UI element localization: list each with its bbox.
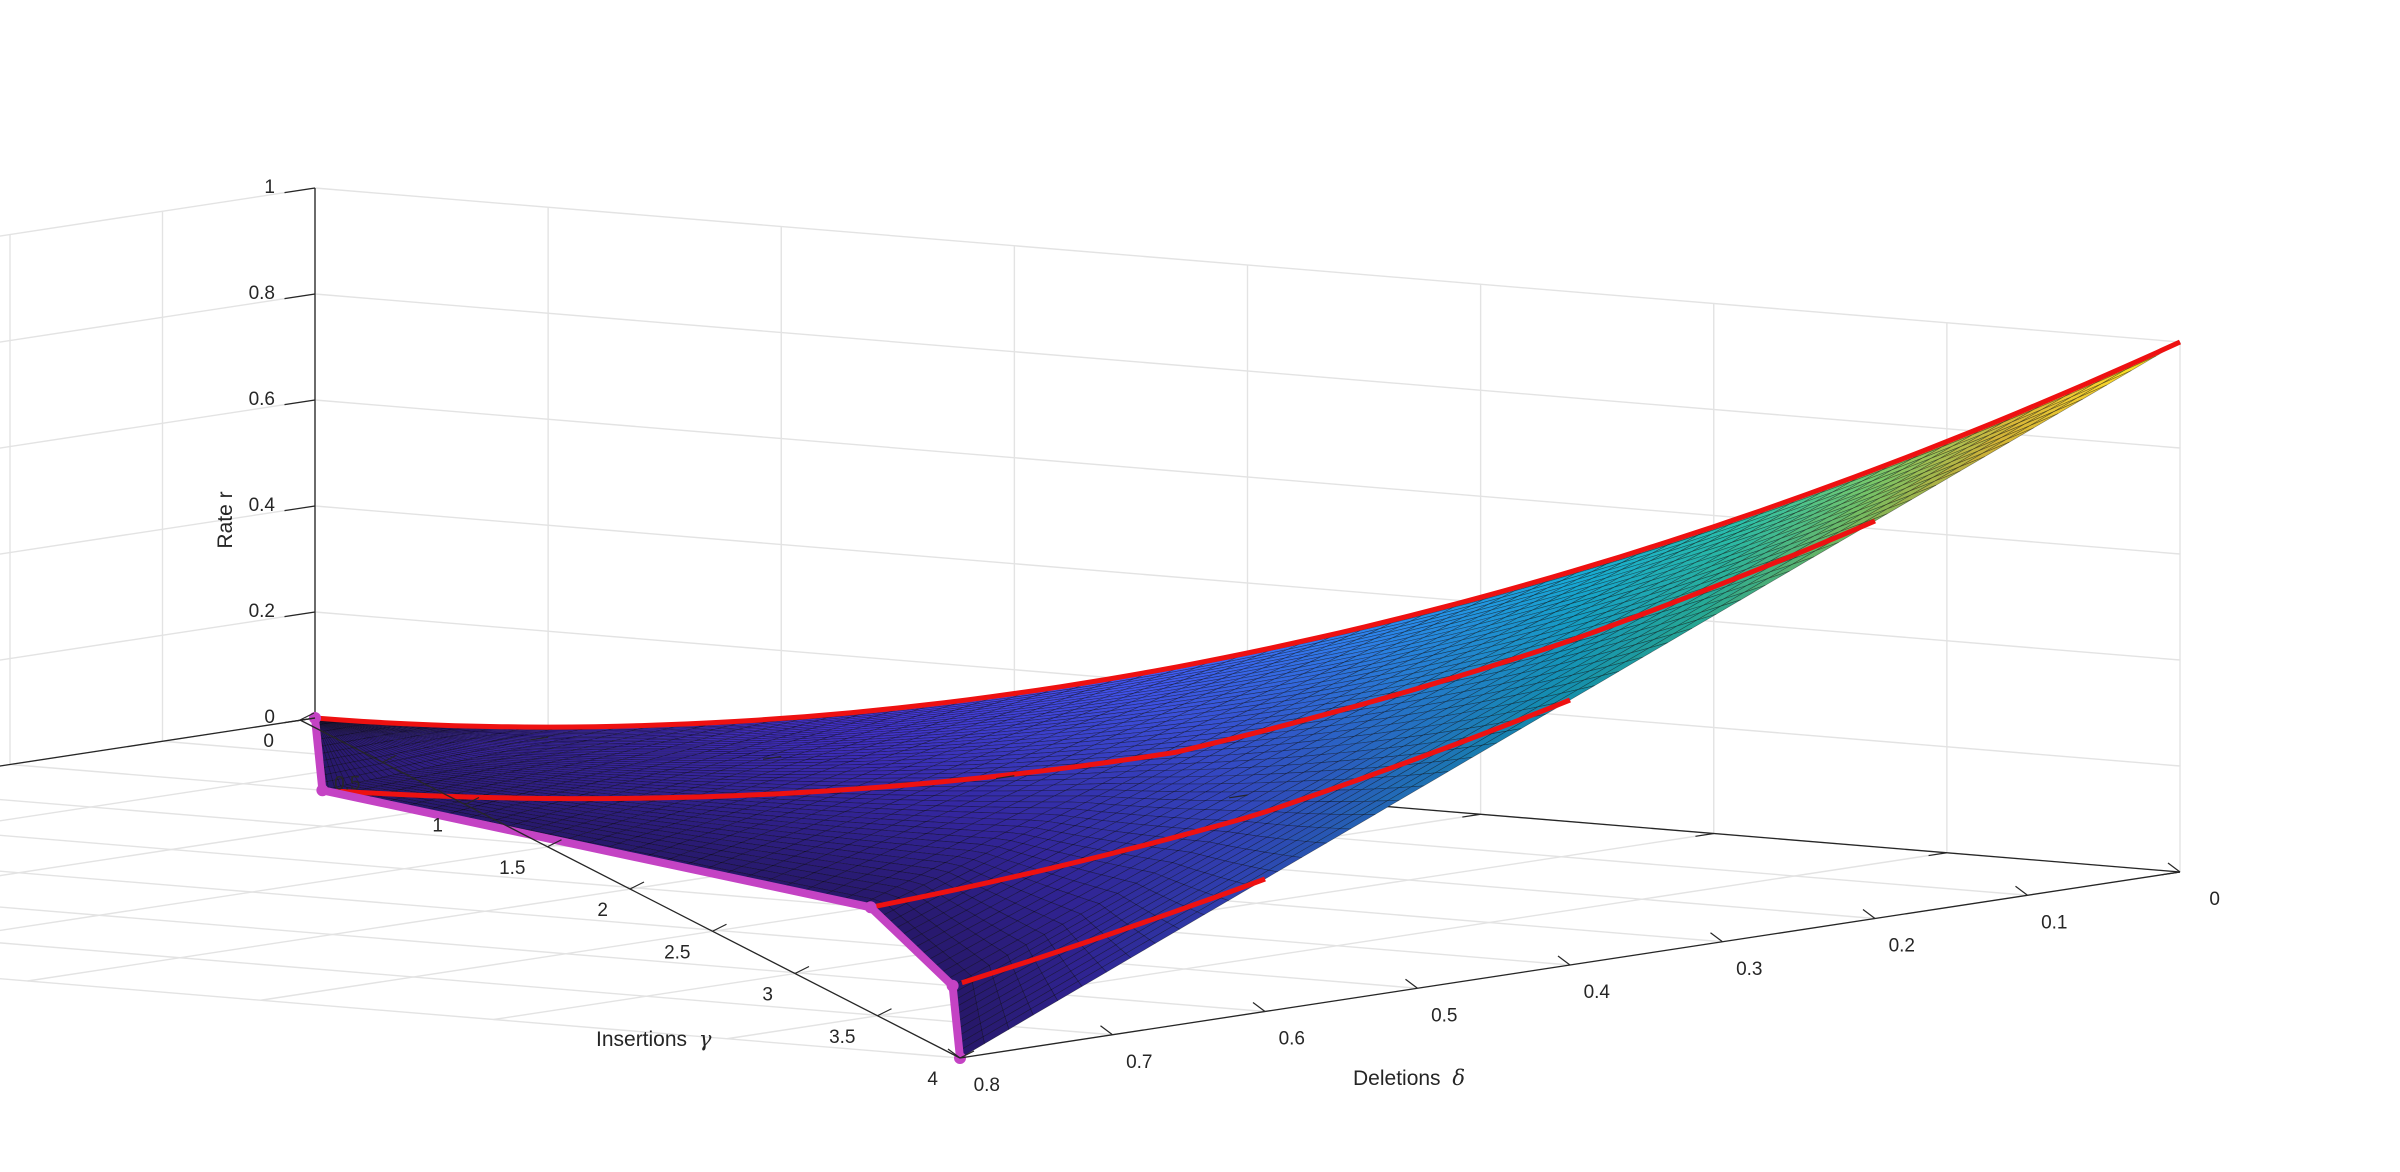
tick-labels: 0 0.2 0.4 0.6 0.8 1 0 0.5 1 1.5 2 2.5 3 3.5 4 0 0.1 0.2 0.… [249,177,2220,1096]
delta-tick-label: 0.4 [1584,982,1611,1003]
gamma-tick-label: 0.5 [334,773,360,794]
y-axis-label: Insertions γ [596,1027,712,1051]
delta-tick-label: 0.3 [1736,959,1762,980]
y-tick-mark [1462,813,1481,818]
sidewall-grid-line [314,399,2181,555]
gamma-tick-mark [299,712,315,721]
z-tick-mark [284,399,316,406]
z-tick-mark [284,611,316,618]
gamma-tick-mark [712,923,727,932]
delta-tick-label: 0.5 [1431,1005,1457,1026]
z-tick-label: 0.8 [249,283,275,304]
delta-tick-mark [947,1048,961,1059]
gamma-tick-mark [382,754,397,763]
gamma-tick-label: 3 [762,985,773,1006]
magenta-boundary-point [946,979,959,992]
z-axis-label: Rate r [214,491,237,548]
y-axis-symbol: γ [699,1027,712,1051]
gamma-tick-label: 4 [927,1069,938,1090]
y-tick-mark [1695,832,1714,837]
gamma-tick-label: 2 [597,900,608,921]
gamma-tick-label: 3.5 [829,1027,855,1048]
z-tick-mark [284,187,316,194]
delta-tick-mark [1862,909,1876,919]
floor-grid-line-delta [0,978,961,1059]
delta-tick-label: 0.7 [1126,1052,1152,1073]
gamma-tick-mark [877,1008,892,1017]
delta-tick-label: 0 [2209,889,2220,910]
y-tick-mark [762,755,782,760]
floor-grid-line-gamma [726,852,1947,1040]
delta-tick-mark [1252,1002,1266,1012]
delta-tick-mark [2167,862,2181,873]
z-tick-label: 1 [264,177,275,198]
y-tick-mark [296,717,316,722]
delta-tick-mark [1100,1025,1113,1036]
gamma-tick-mark [547,839,562,848]
red-curve-delta-0.6 [961,876,1266,986]
magenta-boundary-point [864,901,877,914]
magenta-boundary-point [316,784,329,797]
gamma-tick-mark [959,1050,975,1059]
gamma-tick-label: 1 [432,816,443,837]
x-axis-line [0,717,316,767]
z-tick-mark [284,505,316,512]
delta-tick-mark [2015,885,2028,896]
delta-tick-mark [1710,932,1723,943]
x-axis-symbol: δ [1452,1066,1465,1090]
red-curve-delta-0.2 [336,518,1876,802]
sidewall-grid-line [314,293,2181,449]
delta-tick-mark [1557,955,1571,966]
red-curve-delta-0.4 [870,697,1571,910]
y-tick-mark [1928,852,1947,857]
backwall-grid-line [0,293,316,343]
delta-tick-label: 0.8 [974,1075,1000,1096]
y-tick-mark [1229,794,1248,799]
z-tick-label: 0.6 [249,389,275,410]
backwall-grid-line [0,187,316,237]
x-axis-label-text: Deletions [1353,1067,1441,1090]
red-curve-delta-0 [314,339,2182,730]
delta-tick-label: 0.1 [2041,912,2067,933]
delta-tick-mark [1405,978,1418,989]
z-tick-mark [284,293,316,300]
z-tick-label: 0.2 [249,601,275,622]
backwall-grid-line [0,611,316,661]
z-tick-label: 0 [264,707,275,728]
delta-tick-label: 0.6 [1279,1029,1305,1050]
y-tick-mark [995,775,1015,780]
backwall-grid-line [0,399,316,449]
gamma-tick-label: 1.5 [499,858,525,879]
gamma-tick-mark [464,796,480,806]
delta-tick-label: 0.2 [1889,936,1915,957]
surface-patch [2071,369,2126,398]
sidewall-grid-line [314,505,2181,661]
magenta-boundary [309,712,966,1064]
gamma-tick-label: 0 [263,731,274,752]
surface-patch [2101,356,2156,385]
gamma-tick-mark [794,965,810,975]
y-tick-mark [529,736,549,741]
gamma-tick-mark [629,881,645,890]
x-axis-label: Deletions δ [1353,1066,1465,1090]
backwall-grid-line [0,505,316,555]
gamma-tick-label: 2.5 [664,942,690,963]
sidewall-grid-line [314,187,2181,343]
red-curves [314,339,2182,986]
y-axis-label-text: Insertions [596,1028,687,1051]
z-tick-label: 0.4 [249,495,276,516]
